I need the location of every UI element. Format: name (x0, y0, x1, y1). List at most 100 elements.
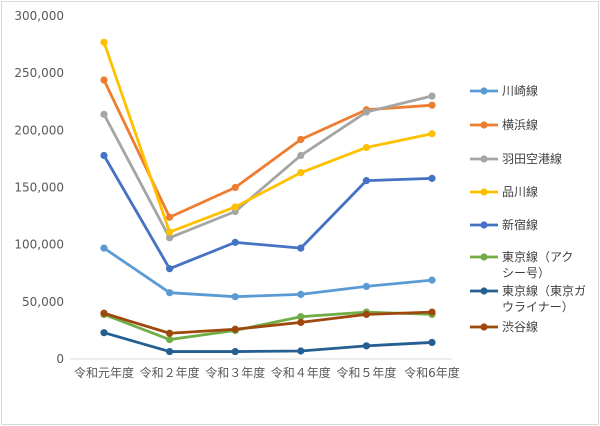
legend-swatch-marker (480, 221, 488, 229)
legend-swatch-marker (480, 323, 488, 331)
legend-label: 川崎線 (502, 83, 538, 98)
legend-label: 渋谷線 (502, 319, 538, 334)
x-tick-label: 令和２年度 (140, 365, 200, 380)
data-point (231, 293, 239, 301)
data-point (231, 183, 239, 192)
legend-item: 川崎線 (470, 83, 538, 98)
series-2 (100, 76, 436, 221)
data-point (166, 213, 174, 221)
data-point (166, 289, 174, 297)
data-point (297, 347, 305, 355)
data-point (428, 130, 436, 138)
data-point (362, 310, 370, 319)
data-point (231, 238, 239, 246)
data-point (231, 347, 239, 356)
data-point (428, 276, 436, 284)
x-axis-tick-labels: 令和元年度 令和２年度 令和３年度 令和４年度 令和５年度 令和6年度 (74, 365, 460, 380)
series-line (102, 40, 434, 234)
data-point (231, 203, 239, 211)
data-point (362, 282, 370, 290)
series-line (102, 154, 434, 271)
series-line (102, 78, 434, 219)
legend-swatch-marker (480, 155, 488, 163)
data-point (166, 228, 174, 236)
y-axis-tick-labels: 0 50,000 100,000 150,000 200,000 250,000 300,0… (14, 9, 64, 366)
data-point (428, 92, 436, 100)
legend-item: 新宿線 (470, 217, 538, 232)
legend-item: 羽田空港線 (470, 151, 562, 166)
data-point (297, 244, 305, 252)
legend-item: 渋谷線 (470, 319, 538, 334)
data-point (297, 169, 305, 177)
legend-label: 東京線（東京ガ (502, 283, 586, 298)
legend-item: 品川線 (470, 184, 538, 199)
data-point (166, 329, 174, 337)
x-tick-label: 令和３年度 (205, 365, 265, 380)
legend-label: 横浜線 (502, 117, 538, 132)
data-point (166, 265, 174, 273)
series-line (102, 246, 434, 299)
series-line (102, 310, 434, 341)
legend-label: 東京線（アク (502, 249, 573, 264)
data-point (100, 110, 108, 118)
series-line (102, 331, 434, 353)
data-point (166, 347, 174, 356)
data-point (362, 342, 370, 350)
data-point (362, 177, 370, 185)
series-7 (100, 329, 436, 356)
y-tick-label: 300,000 (14, 9, 64, 23)
series-5 (100, 151, 436, 273)
y-tick-label: 100,000 (14, 238, 64, 252)
data-point (166, 234, 174, 242)
legend-label: 羽田空港線 (502, 151, 562, 166)
legend-swatch-marker (480, 287, 488, 295)
data-point (100, 244, 108, 252)
y-tick-label: 50,000 (22, 295, 64, 309)
data-point (428, 338, 436, 347)
series-1 (100, 244, 436, 301)
y-tick-label: 200,000 (14, 123, 64, 137)
series-4 (100, 38, 436, 236)
data-point (297, 290, 305, 299)
data-point (297, 313, 305, 321)
legend: 川崎線横浜線羽田空港線品川線新宿線東京線（アクシー号）東京線（東京ガウライナー）… (470, 83, 586, 334)
data-point (100, 76, 108, 84)
series-line (102, 310, 434, 335)
data-point (100, 309, 108, 317)
y-tick-label: 150,000 (14, 181, 64, 195)
legend-swatch-marker (480, 188, 488, 196)
data-point (428, 101, 436, 109)
legend-label: 品川線 (502, 184, 538, 199)
data-point (100, 329, 108, 337)
series-lines (100, 38, 436, 356)
x-tick-label: 令和４年度 (271, 365, 331, 380)
x-tick-label: 令和6年度 (404, 365, 460, 380)
data-point (297, 318, 305, 327)
data-point (297, 135, 305, 144)
series-line (102, 94, 434, 240)
data-point (231, 325, 239, 333)
legend-swatch-marker (480, 253, 488, 261)
legend-label: シー号） (502, 266, 550, 280)
data-point (166, 335, 174, 344)
data-point (362, 108, 370, 116)
y-tick-label: 0 (56, 352, 64, 366)
legend-swatch-marker (480, 121, 488, 129)
data-point (362, 143, 370, 152)
data-point (428, 308, 436, 316)
legend-item: 横浜線 (470, 117, 538, 132)
data-point (100, 151, 108, 160)
y-tick-label: 250,000 (14, 66, 64, 80)
x-tick-label: 令和５年度 (336, 365, 396, 380)
series-8 (100, 308, 436, 337)
legend-swatch-marker (480, 87, 488, 95)
legend-label: 新宿線 (502, 217, 538, 232)
data-point (297, 151, 305, 160)
data-point (428, 174, 436, 182)
x-tick-label: 令和元年度 (74, 365, 134, 380)
series-3 (100, 92, 436, 242)
data-point (100, 38, 108, 46)
